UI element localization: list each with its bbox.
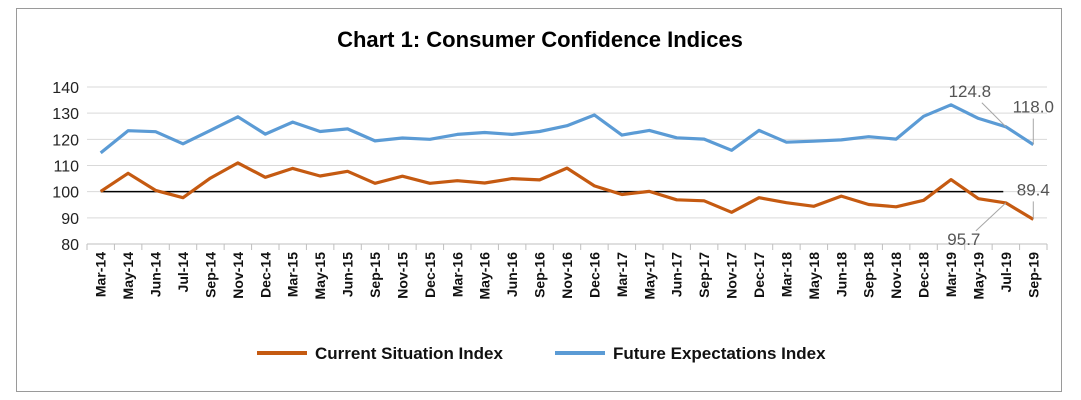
x-tick-label: May-18 (806, 252, 822, 300)
x-tick-label: Dec-16 (586, 252, 602, 298)
x-tick-label: Jun-17 (669, 252, 685, 297)
current-situation-line (99, 161, 1035, 221)
x-tick-label: Mar-17 (614, 252, 630, 297)
x-tick-label: Sep-17 (696, 252, 712, 298)
data-label-leader (981, 102, 1007, 128)
data-label: 124.8 (949, 82, 992, 101)
data-label: 89.4 (1017, 180, 1050, 199)
x-tick-label: Nov-15 (394, 252, 410, 299)
y-tick-label: 100 (52, 185, 79, 202)
x-tick-label: Sep-15 (367, 252, 383, 298)
x-tick-label: Jun-15 (340, 252, 356, 297)
y-tick-label: 140 (52, 80, 79, 97)
x-tick-label: Nov-14 (230, 252, 246, 299)
data-label: 95.7 (947, 230, 980, 249)
x-tick-label: May-15 (312, 252, 328, 300)
y-tick-label: 130 (52, 106, 79, 123)
line-chart: 80 90 100 110 120 130 140 Mar-14 May-14 Jun-14 Jul… (52, 80, 1054, 363)
x-tick-label: Jul-19 (998, 252, 1014, 293)
x-tick-label: Nov-17 (724, 252, 740, 299)
x-tick-label: Sep-18 (861, 252, 877, 298)
x-tick-label: May-16 (477, 252, 493, 300)
x-tick-label: Dec-18 (916, 252, 932, 298)
x-tick-label: May-17 (641, 252, 657, 300)
y-tick-label: 120 (52, 132, 79, 149)
x-tick-label: Mar-16 (449, 252, 465, 297)
x-tick-label: Nov-18 (888, 252, 904, 299)
x-tick-label: May-19 (970, 252, 986, 300)
chart-frame: Chart 1: Consumer Confidence Indices 80 9… (16, 8, 1062, 392)
x-tick-label: Sep-14 (202, 252, 218, 298)
chart-title: Chart 1: Consumer Confidence Indices (337, 27, 743, 52)
y-tick-label: 110 (53, 159, 79, 176)
y-tick-label: 80 (61, 237, 79, 254)
x-tick-label: Jun-16 (504, 252, 520, 297)
x-tick-label: Sep-19 (1025, 252, 1041, 298)
x-tick-label: Mar-18 (778, 252, 794, 297)
x-tick-label: Dec-15 (422, 252, 438, 298)
x-tick-label: Jun-14 (148, 252, 164, 297)
x-tick-label: Mar-19 (943, 252, 959, 297)
x-tick-label: Dec-17 (751, 252, 767, 298)
x-tick-label: May-14 (120, 252, 136, 300)
x-tick-label: Jul-14 (175, 252, 191, 293)
y-tick-label: 90 (61, 211, 79, 228)
legend-label-current: Current Situation Index (315, 344, 504, 363)
data-label-leader (975, 202, 1007, 232)
x-tick-label: Dec-14 (257, 252, 273, 298)
legend-label-future: Future Expectations Index (613, 344, 826, 363)
x-tick-label: Sep-16 (532, 252, 548, 298)
x-tick-label: Mar-14 (93, 252, 109, 297)
data-label: 118.0 (1013, 98, 1054, 117)
x-tick-label: Jun-18 (833, 252, 849, 297)
x-tick-label: Nov-16 (559, 252, 575, 299)
future-expectations-line (99, 103, 1035, 155)
x-tick-label: Mar-15 (285, 252, 301, 297)
